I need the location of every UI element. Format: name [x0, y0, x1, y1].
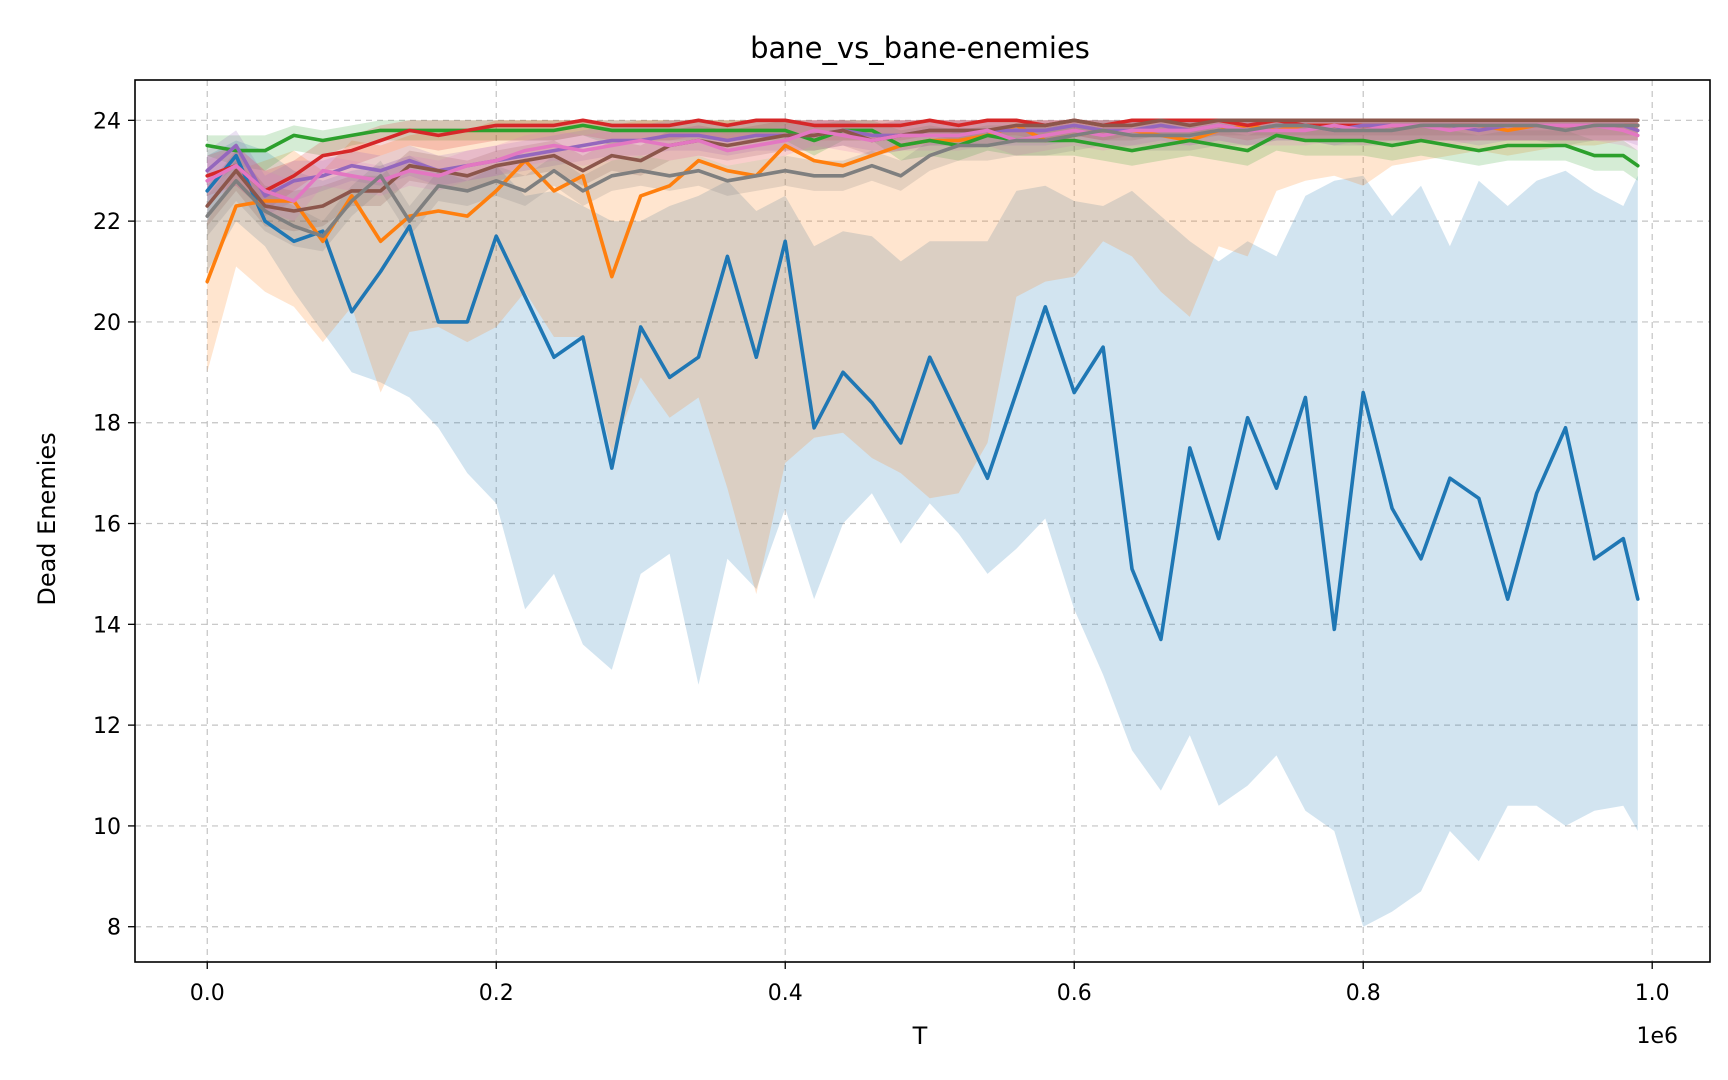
series-3-line: [205, 123, 1640, 168]
y-tick-label: 18: [93, 412, 121, 437]
series-7-band: [207, 120, 1638, 222]
x-tick-label: 0.6: [1057, 981, 1092, 1006]
x-tick-label: 0.0: [190, 981, 225, 1006]
series-2-band: [207, 120, 1638, 595]
series-lines: [205, 118, 1640, 642]
series-8-line: [205, 123, 1640, 238]
y-tick-label: 8: [107, 916, 121, 941]
y-axis: 8 10 12 14 16 18 20 22 24: [93, 109, 135, 941]
y-axis-label: Dead Enemies: [33, 432, 61, 605]
y-tick-label: 16: [93, 513, 121, 538]
x-axis: 0.0 0.2 0.4 0.6 0.8 1.0: [190, 962, 1670, 1006]
y-tick-label: 14: [93, 613, 121, 638]
x-axis-offset-label: 1e6: [1636, 1024, 1678, 1049]
y-tick-label: 12: [93, 714, 121, 739]
series-8-band: [207, 120, 1638, 252]
x-axis-label: T: [912, 1022, 928, 1050]
y-tick-label: 20: [93, 311, 121, 336]
series-1-line: [205, 153, 1640, 642]
y-tick-label: 10: [93, 815, 121, 840]
x-tick-label: 0.2: [479, 981, 514, 1006]
x-tick-label: 1.0: [1635, 981, 1670, 1006]
x-tick-label: 0.4: [768, 981, 803, 1006]
plot-area-frame: [134, 79, 1711, 963]
chart-title: bane_vs_bane-enemies: [750, 31, 1090, 65]
x-tick-label: 0.8: [1346, 981, 1381, 1006]
series-5-band: [207, 120, 1638, 217]
series-1-band: [207, 140, 1638, 927]
y-tick-label: 24: [93, 109, 121, 134]
y-tick-label: 22: [93, 210, 121, 235]
